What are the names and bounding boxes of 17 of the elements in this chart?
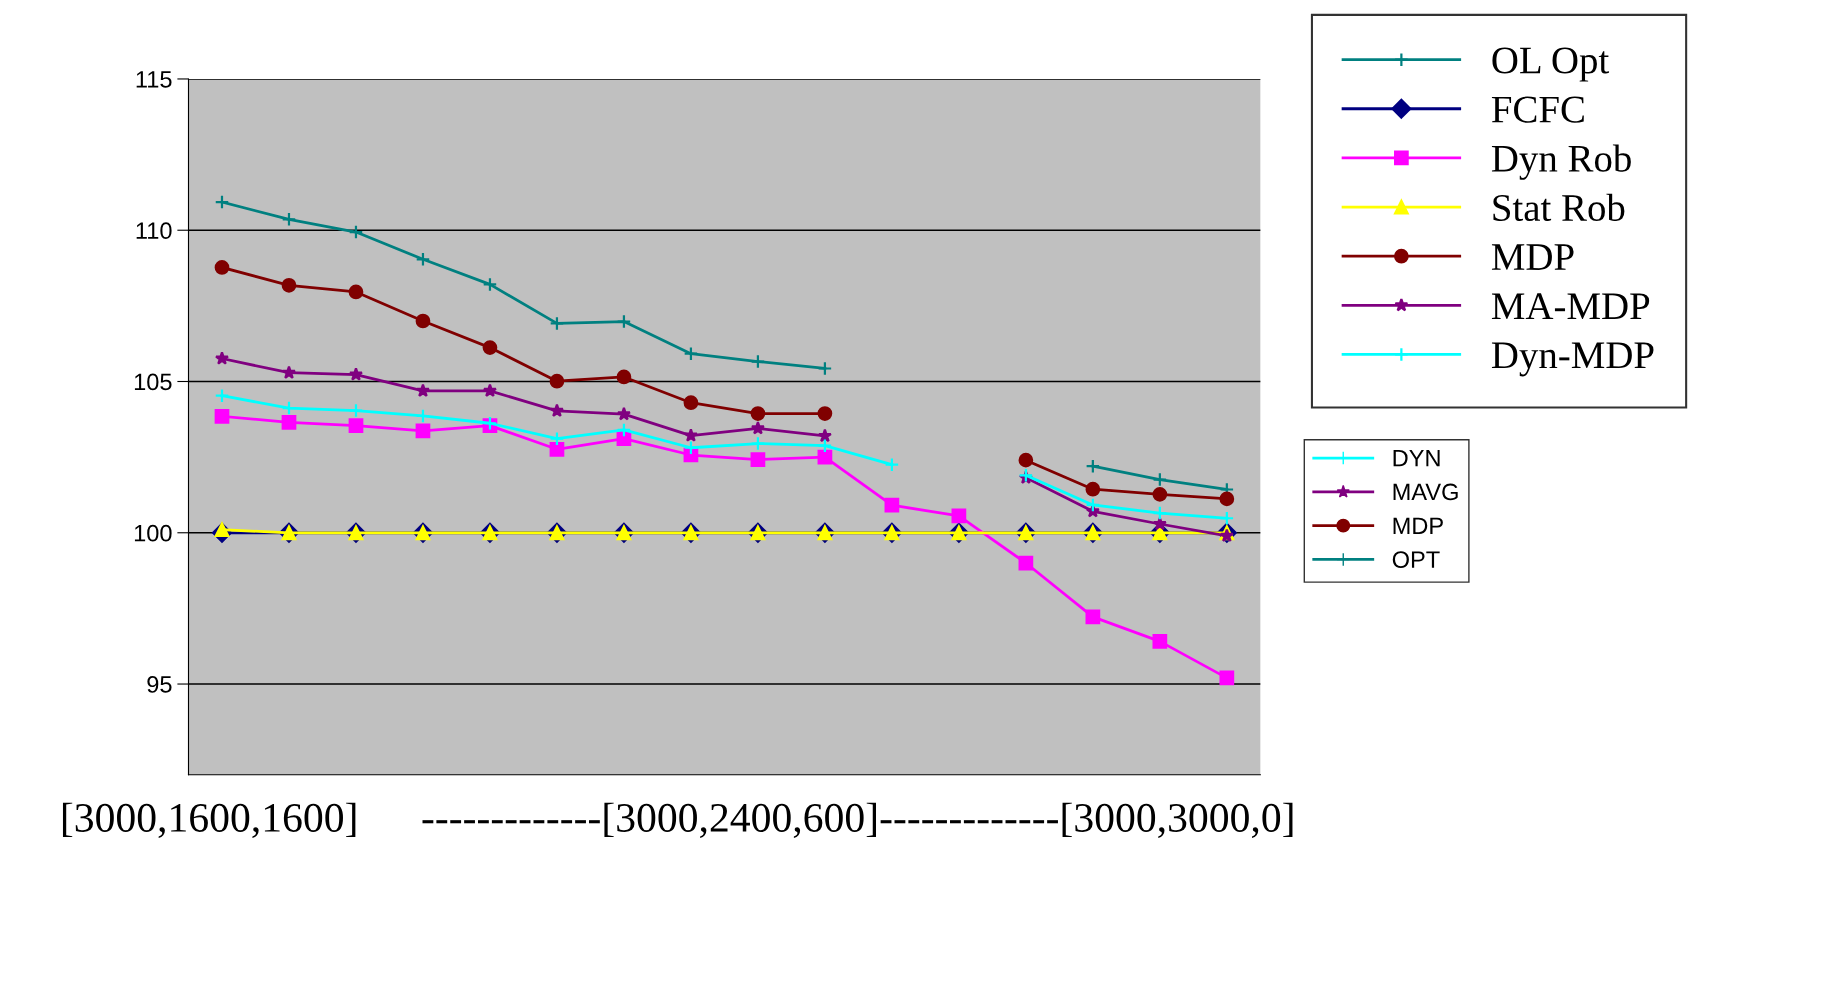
y-tick-label: 110: [136, 222, 172, 240]
legend-label: OL Opt: [1492, 47, 1610, 82]
legend-label: MA-MDP: [1491, 293, 1650, 319]
y-tick-label: 100: [134, 524, 172, 542]
legend-label: MDP: [1491, 244, 1574, 270]
y-tick-label: 95: [147, 676, 172, 693]
legend-label: FCFC: [1491, 96, 1584, 123]
x-axis-title: [3000,1600,1600] -------------[3000,2400,600]-------------[3000,3000,0]: [62, 802, 1293, 838]
y-tick-label: 115: [136, 71, 172, 88]
text: OPT: [1392, 551, 1440, 568]
legend-label: Dyn Rob: [1491, 144, 1631, 180]
text: MDP: [1393, 517, 1443, 534]
legend-label: Stat Rob: [1493, 193, 1625, 222]
legend-label: Dyn-MDP: [1491, 342, 1654, 377]
y-tick-label: 105: [134, 373, 172, 391]
text: DYN: [1393, 450, 1440, 467]
text: MAVG: [1393, 483, 1458, 501]
